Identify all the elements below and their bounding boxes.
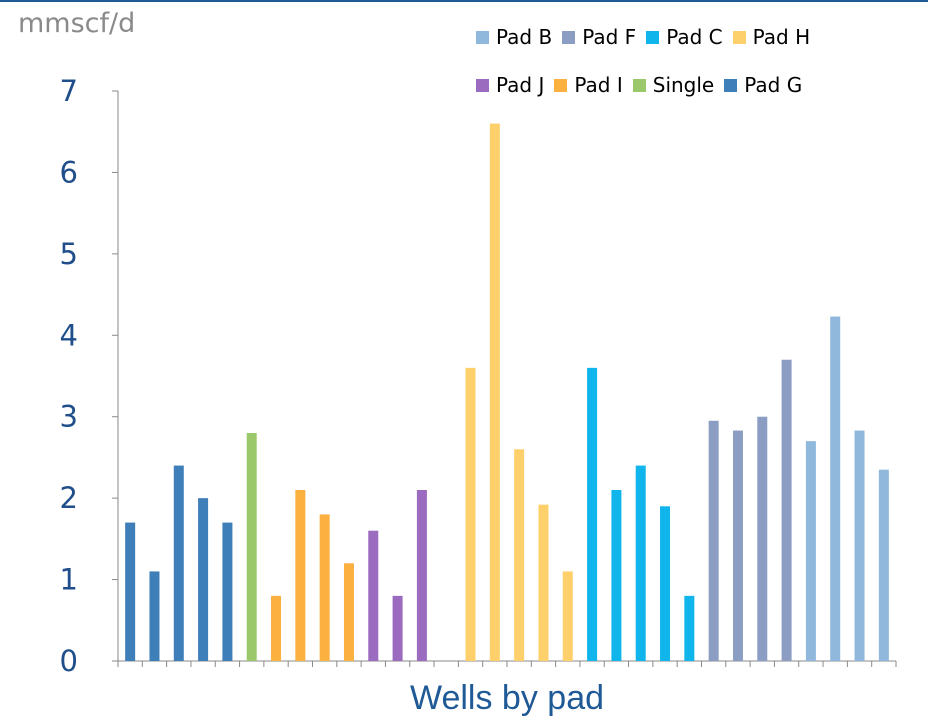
legend-label: Pad H — [752, 25, 811, 49]
legend-item-pad-b: Pad B — [476, 25, 552, 49]
bar — [878, 469, 889, 661]
legend-label: Pad F — [582, 25, 637, 49]
bar — [173, 465, 184, 661]
y-tick-label: 3 — [60, 400, 78, 434]
bar — [562, 571, 573, 661]
header-rule — [0, 0, 928, 2]
bar — [757, 416, 768, 661]
legend: Pad B Pad F Pad C Pad H Pad J Pad I Sing… — [476, 20, 928, 116]
bar — [319, 514, 330, 661]
bar — [587, 367, 598, 661]
bar — [198, 498, 209, 661]
legend-row-1: Pad B Pad F Pad C Pad H — [476, 20, 928, 54]
legend-item-pad-g: Pad G — [724, 73, 802, 97]
y-tick-label: 5 — [60, 237, 78, 271]
legend-item-pad-f: Pad F — [562, 25, 636, 49]
legend-label: Pad J — [496, 73, 545, 97]
bar — [684, 595, 695, 661]
y-tick-label: 6 — [60, 155, 78, 189]
bar — [416, 490, 427, 661]
bar — [635, 465, 646, 661]
legend-item-pad-h: Pad H — [732, 25, 811, 49]
bar — [538, 504, 549, 661]
legend-item-single: Single — [632, 73, 715, 97]
y-tick-label: 2 — [60, 481, 78, 515]
bar — [514, 449, 525, 661]
legend-label: Single — [652, 73, 715, 97]
bar — [295, 490, 306, 661]
legend-swatch — [554, 78, 568, 92]
bar — [611, 490, 622, 661]
y-tick-label: 7 — [60, 74, 78, 108]
bar — [708, 420, 719, 661]
legend-swatch — [632, 78, 646, 92]
legend-swatch — [646, 30, 660, 44]
bar — [489, 123, 500, 662]
bar — [854, 430, 865, 661]
legend-swatch — [724, 78, 738, 92]
legend-item-pad-j: Pad J — [476, 73, 544, 97]
bar — [222, 522, 233, 661]
y-tick-label: 4 — [60, 318, 78, 352]
bar — [732, 430, 743, 661]
bar — [271, 595, 282, 661]
x-axis-title: Wells by pad — [410, 679, 604, 717]
legend-swatch — [732, 30, 746, 44]
bar — [465, 367, 476, 661]
legend-label: Pad I — [574, 73, 623, 97]
bar — [830, 316, 841, 661]
legend-label: Pad C — [666, 25, 723, 49]
legend-label: Pad G — [744, 73, 803, 97]
bar — [149, 571, 160, 661]
bar — [392, 595, 403, 661]
legend-item-pad-i: Pad I — [554, 73, 623, 97]
bar — [368, 530, 379, 661]
y-unit-label: mmscf/d — [18, 8, 136, 39]
legend-item-pad-c: Pad C — [646, 25, 723, 49]
y-tick-label: 1 — [60, 563, 78, 597]
legend-label: Pad B — [496, 25, 553, 49]
legend-row-2: Pad J Pad I Single Pad G — [476, 68, 928, 102]
bar — [246, 433, 257, 661]
bar — [343, 563, 354, 661]
y-tick-label: 0 — [60, 644, 78, 678]
bar — [125, 522, 136, 661]
legend-swatch — [476, 30, 489, 44]
legend-swatch — [476, 78, 489, 92]
bar — [660, 506, 671, 661]
legend-swatch — [562, 30, 576, 44]
bar — [805, 441, 816, 661]
bar — [781, 359, 792, 661]
